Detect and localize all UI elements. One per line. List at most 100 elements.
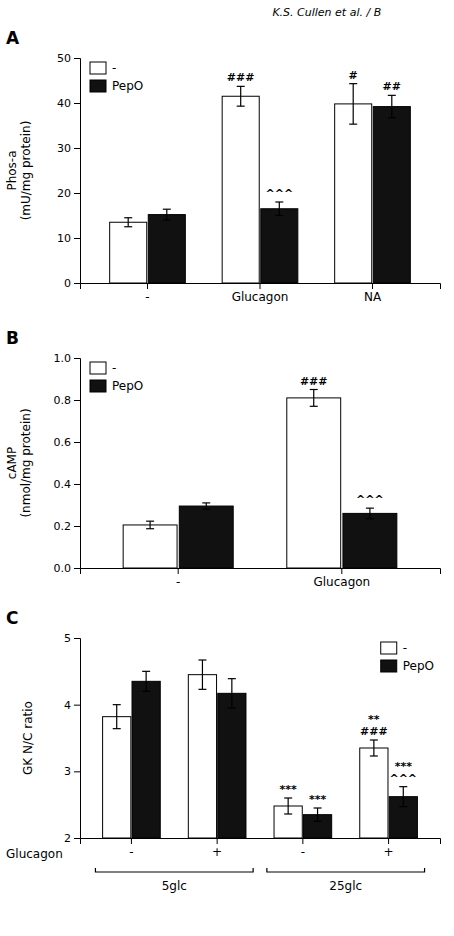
error-bar	[284, 798, 292, 814]
y-tick: 3	[64, 765, 80, 778]
error-bar	[202, 503, 210, 509]
error-bar	[198, 660, 206, 689]
annotation: #	[349, 69, 358, 82]
y-tick: 10	[57, 232, 80, 245]
y-axis-line	[74, 639, 81, 839]
error-bar-cap	[399, 806, 407, 807]
y-tick-mark	[74, 358, 80, 359]
x-tick: +	[384, 838, 394, 859]
error-bar-stem	[403, 787, 404, 807]
series	[123, 390, 341, 569]
error-bar-cap	[284, 797, 292, 798]
error-bar-cap	[113, 728, 121, 729]
error-bar	[142, 671, 150, 691]
x-tick-label: -	[176, 575, 180, 589]
series	[148, 95, 410, 283]
error-bar-stem	[231, 679, 232, 708]
annotation-line: ^^^	[265, 187, 293, 200]
group-bracket	[267, 868, 425, 872]
legend-label: PepO	[112, 79, 143, 93]
error-bar-cap	[202, 509, 210, 510]
panel: 01020304050-GlucagonNAPhos-a(mU/mg prote…	[5, 28, 441, 304]
annotation-line: ###	[360, 725, 388, 738]
y-axis-line	[74, 59, 81, 284]
annotation-line: ###	[227, 71, 255, 84]
chart-root: K.S. Cullen et al. / B01020304050-Glucag…	[0, 0, 454, 936]
legend-label: PepO	[112, 379, 143, 393]
y-tick-mark	[74, 484, 80, 485]
bar	[218, 693, 246, 838]
legend-swatch	[90, 362, 106, 374]
y-axis-line	[74, 359, 81, 569]
annotations: ###^^^	[300, 375, 384, 507]
error-bar-stem	[288, 798, 289, 814]
error-bar	[113, 705, 121, 729]
x-axis-line	[81, 839, 441, 845]
error-bar-cap	[366, 518, 374, 519]
legend-entry: PepO	[381, 659, 434, 673]
annotation: ^^^	[265, 187, 293, 200]
y-axis-title-line: cAMP	[5, 447, 19, 479]
legend-entry: PepO	[90, 79, 143, 93]
error-bar-cap	[113, 704, 121, 705]
y-tick: 20	[57, 187, 80, 200]
x-tick-label: Glucagon	[313, 575, 370, 589]
bar	[123, 525, 177, 568]
y-tick-label: 0	[64, 277, 71, 290]
x-tick-label: Glucagon	[232, 290, 289, 304]
error-bar	[399, 787, 407, 807]
header: K.S. Cullen et al. / B	[272, 6, 381, 19]
y-tick-mark	[74, 238, 80, 239]
x-axis-line	[81, 569, 441, 575]
error-bar-stem	[116, 705, 117, 729]
error-bar-cap	[275, 201, 283, 202]
y-tick-mark	[74, 148, 80, 149]
y-axis-title: cAMP(nmol/mg protein)	[5, 408, 33, 517]
series	[179, 503, 397, 568]
legend: -PepO	[90, 61, 143, 93]
error-bar-cap	[198, 659, 206, 660]
x-tick-mark	[341, 568, 342, 574]
y-tick: 0.0	[54, 562, 81, 575]
error-bar	[163, 209, 171, 220]
group-label: 25glc	[329, 879, 362, 893]
y-tick-label: 0.0	[54, 562, 72, 575]
bar	[148, 215, 185, 283]
legend-swatch	[90, 62, 106, 74]
error-bar-stem	[313, 390, 314, 407]
y-tick-label: 0.6	[54, 436, 72, 449]
error-bar-stem	[353, 84, 354, 125]
error-bar-cap	[314, 821, 322, 822]
error-bar-stem	[128, 218, 129, 227]
y-tick-label: 50	[57, 52, 71, 65]
annotation: ***^^^	[389, 760, 417, 785]
x-tick-mark	[147, 283, 148, 289]
x-tick-label: -	[145, 290, 149, 304]
y-tick: 0.6	[54, 436, 81, 449]
x-tick-mark	[217, 838, 218, 844]
y-tick-mark	[74, 838, 80, 839]
bar	[222, 96, 259, 283]
y-tick-label: 10	[57, 232, 71, 245]
x-tick: -	[145, 283, 149, 304]
y-tick-label: 20	[57, 187, 71, 200]
error-bar-cap	[310, 389, 318, 390]
x-tick-label: -	[301, 845, 305, 859]
annotation-line: ***	[280, 783, 298, 796]
annotations: *****###******^^^	[280, 713, 418, 806]
error-bar-cap	[370, 739, 378, 740]
error-bar-cap	[388, 117, 396, 118]
y-axis: 2345	[64, 632, 81, 845]
y-tick-label: 0.8	[54, 394, 72, 407]
legend: -PepO	[381, 641, 434, 673]
x-tick: NA	[364, 283, 382, 304]
x-tick: -	[176, 568, 180, 589]
series	[132, 671, 417, 838]
error-bar-stem	[202, 660, 203, 689]
error-bar-cap	[399, 786, 407, 787]
y-tick: 5	[64, 632, 80, 645]
y-tick-mark	[74, 400, 80, 401]
x-tick-label: -	[129, 845, 133, 859]
panel-title: C	[6, 608, 18, 628]
x-tick-label: +	[384, 845, 394, 859]
